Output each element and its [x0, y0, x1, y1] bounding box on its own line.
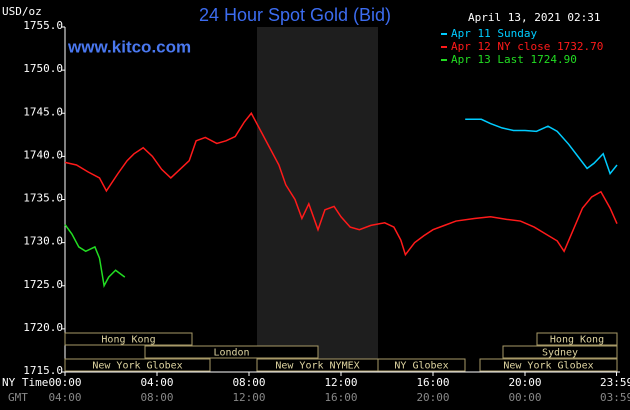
- session-bar: [377, 358, 466, 372]
- session-label: Sydney: [542, 348, 578, 359]
- gmt-tick-label: 12:00: [232, 391, 265, 404]
- x-tick-label: 08:00: [232, 376, 265, 389]
- price-line: [465, 118, 618, 176]
- x2-axis-label: GMT: [8, 391, 28, 404]
- session-bar: [502, 345, 618, 359]
- gmt-tick-label: 03:59: [600, 391, 630, 404]
- session-label: Hong Kong: [101, 335, 155, 346]
- x-tick-label: 00:00: [48, 376, 81, 389]
- y-tick-label: 1720.0: [23, 321, 63, 334]
- session-bar: [144, 345, 319, 359]
- price-line: [64, 111, 618, 257]
- gmt-tick-label: 00:00: [508, 391, 541, 404]
- session-label: New York NYMEX: [275, 361, 359, 372]
- gmt-tick-label: 16:00: [324, 391, 357, 404]
- session-label: New York Globex: [503, 361, 593, 372]
- session-label: London: [213, 348, 249, 359]
- watermark: www.kitco.com: [67, 37, 191, 56]
- x-tick-label: 16:00: [416, 376, 449, 389]
- session-bar: [64, 358, 211, 372]
- session-bar: [536, 332, 618, 346]
- y-tick-label: 1750.0: [23, 62, 63, 75]
- x-tick-label: 20:00: [508, 376, 541, 389]
- y-tick-label: 1715.0: [23, 364, 63, 377]
- session-label: Hong Kong: [550, 335, 604, 346]
- x-tick-label: 23:59: [600, 376, 630, 389]
- x-tick-label: 12:00: [324, 376, 357, 389]
- gmt-tick-label: 04:00: [48, 391, 81, 404]
- nymex-shade: [257, 27, 378, 372]
- y-tick-label: 1755.0: [23, 19, 63, 32]
- y-tick-label: 1740.0: [23, 148, 63, 161]
- y-tick-label: 1725.0: [23, 278, 63, 291]
- x-axis-label: NY Time: [2, 376, 48, 389]
- session-bar: [479, 358, 618, 372]
- y-axis-label: USD/oz: [2, 5, 42, 18]
- session-label: New York Globex: [92, 361, 182, 372]
- chart-title: 24 Hour Spot Gold (Bid): [199, 5, 391, 25]
- legend-label: Apr 11 Sunday: [451, 27, 537, 40]
- legend-label: Apr 13 Last 1724.90: [451, 53, 577, 66]
- session-bar: [64, 332, 193, 346]
- gmt-tick-label: 08:00: [140, 391, 173, 404]
- gmt-tick-label: 20:00: [416, 391, 449, 404]
- price-line: [64, 224, 126, 289]
- y-tick-label: 1730.0: [23, 235, 63, 248]
- y-tick-label: 1735.0: [23, 192, 63, 205]
- timestamp: April 13, 2021 02:31: [468, 11, 600, 24]
- y-tick-label: 1745.0: [23, 105, 63, 118]
- session-label: NY Globex: [394, 361, 448, 372]
- legend-label: Apr 12 NY close 1732.70: [451, 40, 603, 53]
- x-tick-label: 04:00: [140, 376, 173, 389]
